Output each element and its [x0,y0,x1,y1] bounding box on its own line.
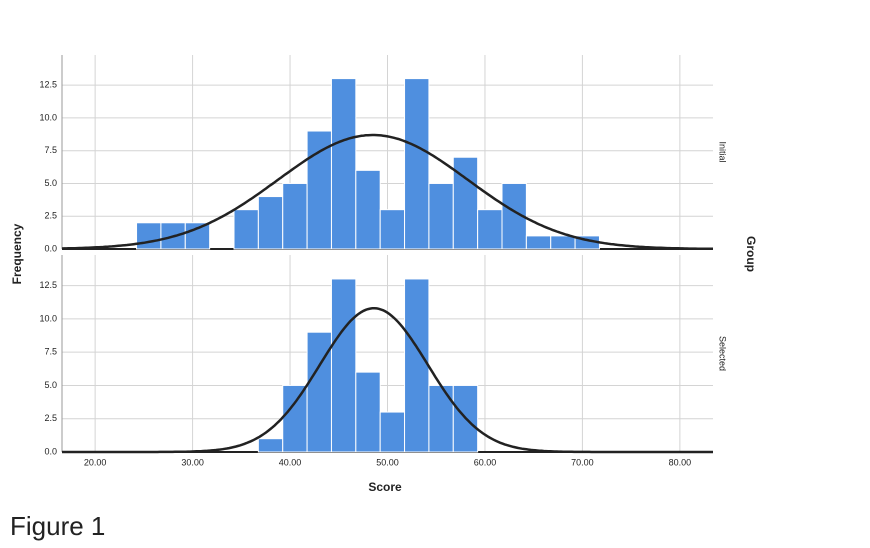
x-tick-label: 50.00 [376,457,399,467]
bar [331,279,355,452]
bar [551,236,575,249]
bar [356,372,380,452]
y-tick-label: 12.5 [39,280,57,290]
caption: Figure 1 [10,511,105,541]
bar [526,236,550,249]
bar [380,412,404,452]
x-tick-label: 20.00 [84,457,107,467]
bar [478,210,502,249]
bar [185,223,209,249]
x-tick-label: 80.00 [669,457,692,467]
bar [429,385,453,452]
y-axis-label: Frequency [10,223,24,284]
bar [283,385,307,452]
bar [405,79,429,249]
chart: Frequency Score Group Figure 1 0.0 2.5 5.0… [0,0,870,548]
bar [356,170,380,249]
y-tick-label: 10.0 [39,112,57,122]
y-tick-label: 7.5 [44,145,57,155]
x-tick-label: 40.00 [279,457,302,467]
bar [234,210,258,249]
y-tick-label: 5.0 [44,178,57,188]
y-tick-label: 2.5 [44,413,57,423]
y-tick-label: 10.0 [39,313,57,323]
bar [283,183,307,249]
x-tick-label: 60.00 [474,457,497,467]
y-tick-label: 2.5 [44,211,57,221]
bar [380,210,404,249]
bar [258,439,282,452]
x-axis-label: Score [368,480,402,494]
y-tick-label: 0.0 [44,243,57,253]
bar [405,279,429,452]
y-tick-label: 5.0 [44,380,57,390]
y-tick-label: 7.5 [44,347,57,357]
bar [137,223,161,249]
bar [307,131,331,249]
y-tick-label: 0.0 [44,446,57,456]
y-tick-label: 12.5 [39,80,57,90]
facet-label: Selected [718,336,728,371]
bar [258,197,282,249]
facet-title: Group [744,236,758,272]
facet-label: Initial [718,141,728,162]
bar [429,183,453,249]
bar [331,79,355,249]
x-tick-label: 70.00 [571,457,594,467]
x-tick-label: 30.00 [181,457,204,467]
